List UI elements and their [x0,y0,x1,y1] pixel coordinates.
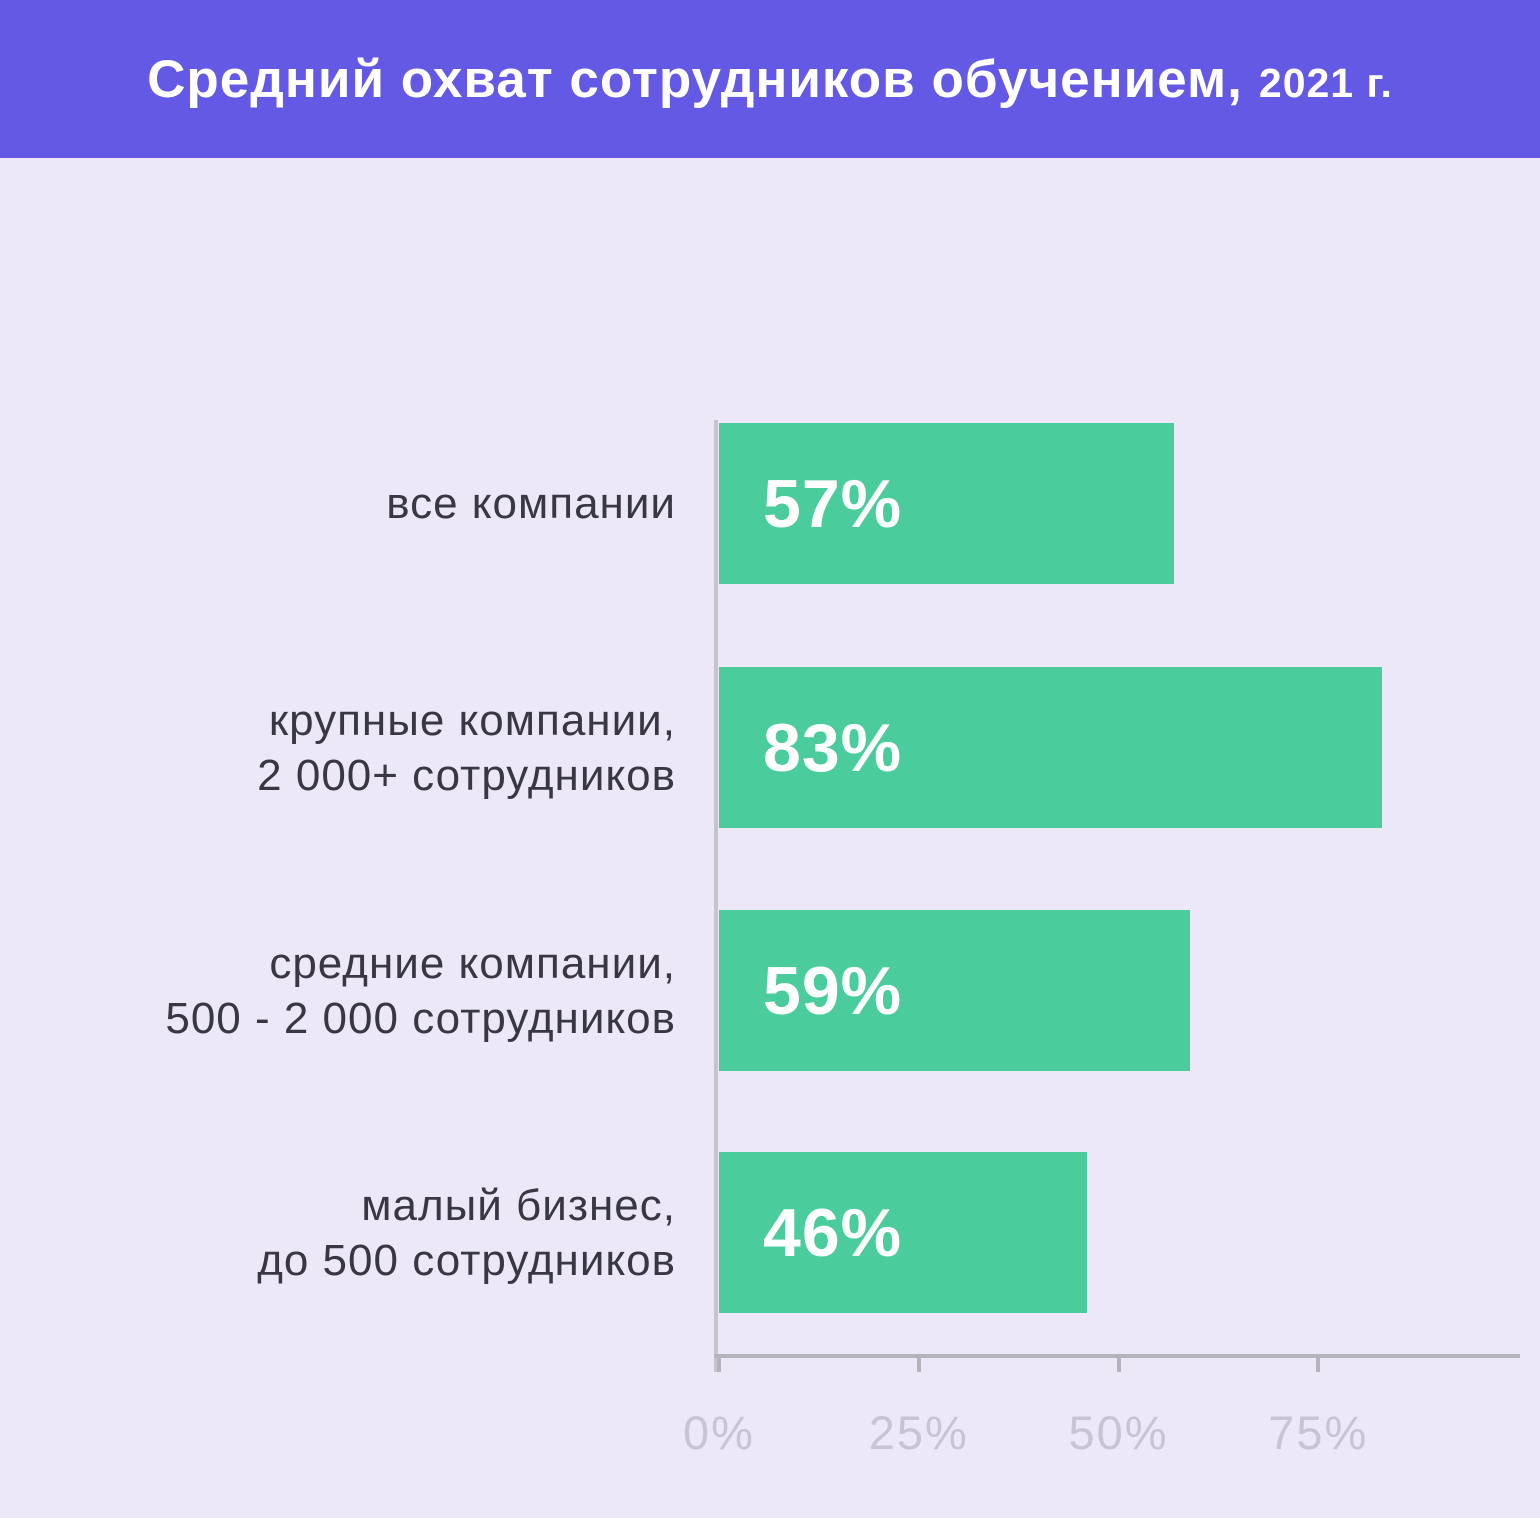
page-title: Средний охват сотрудников обучением, 202… [147,49,1393,110]
page-title-text: Средний охват сотрудников обучением, [147,49,1243,109]
bar-row: 59% [719,910,1518,1071]
bar-small-business: 46% [719,1152,1087,1313]
bar-row: 57% [719,423,1518,584]
bar-value-label: 59% [763,952,903,1029]
category-label-all-companies: все компании [386,479,676,528]
x-axis-tick [1116,1354,1121,1372]
bar-large-companies: 83% [719,667,1383,828]
x-axis-tick-label-0: 0% [683,1406,755,1459]
category-label-medium-companies: средние компании, 500 - 2 000 сотруднико… [165,938,676,1043]
category-label-small-business: малый бизнес, до 500 сотрудников [257,1180,676,1285]
x-axis-tick-label-50: 50% [1068,1406,1169,1459]
x-axis-tick [717,1354,721,1372]
bar-medium-companies: 59% [719,910,1191,1071]
x-axis-tick-labels: 0% 25% 50% 75% [683,1405,1518,1465]
page-title-year: 2021 г. [1258,59,1393,106]
bar-row: 83% [719,667,1518,828]
x-axis-tick-label-75: 75% [1268,1406,1369,1459]
bar-row: 46% [719,1152,1518,1313]
chart-baseline-vertical [714,420,718,1372]
title-banner: Средний охват сотрудников обучением, 202… [0,0,1540,158]
x-axis-tick-label-25: 25% [868,1406,969,1459]
bar-value-label: 46% [763,1194,903,1271]
bar-all-companies: 57% [719,423,1175,584]
x-axis-tick [1316,1354,1321,1372]
x-axis-tick [916,1354,921,1372]
bar-value-label: 57% [763,465,903,542]
bar-value-label: 83% [763,709,903,786]
category-label-large-companies: крупные компании, 2 000+ сотрудников [257,695,676,800]
x-axis-ticks [717,1354,1518,1374]
